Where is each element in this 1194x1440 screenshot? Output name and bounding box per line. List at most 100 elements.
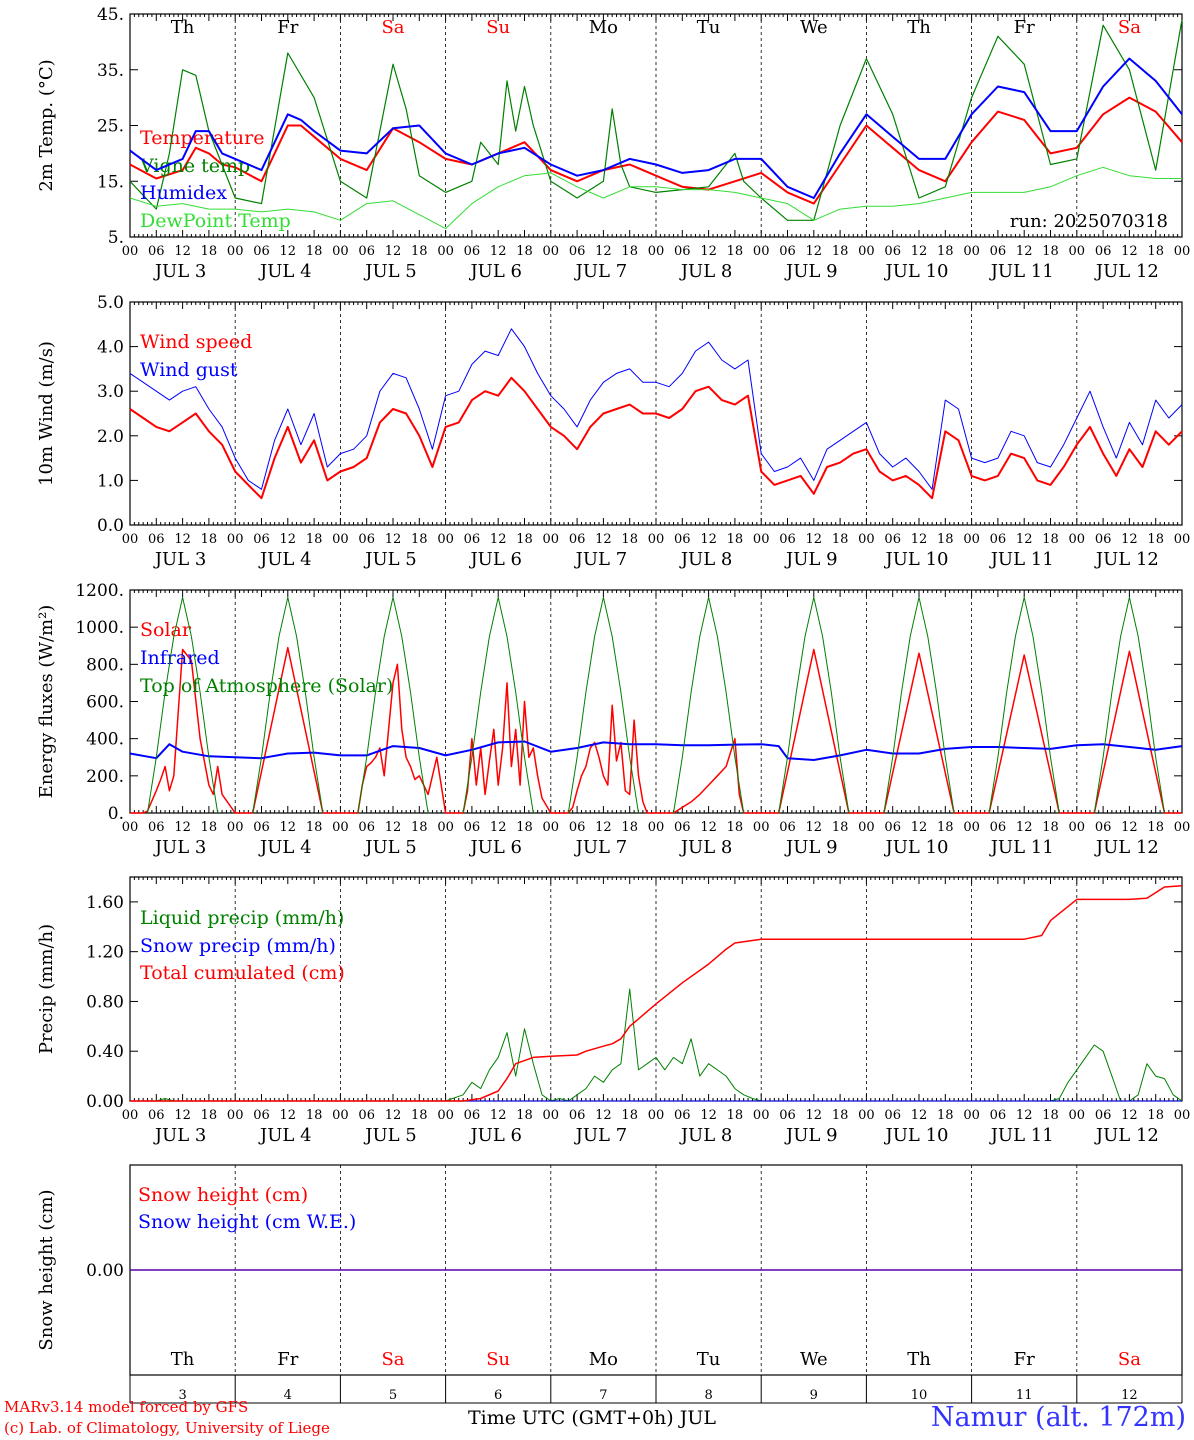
hour-tick-label: 12 <box>490 244 507 259</box>
hour-tick-label: 12 <box>385 820 402 835</box>
hour-tick-label: 00 <box>1174 820 1191 835</box>
hour-tick-label: 00 <box>1069 1108 1086 1123</box>
weekday-label: Fr <box>1014 17 1035 38</box>
legend-entry: Top of Atmosphere (Solar) <box>140 675 393 697</box>
hour-tick-label: 12 <box>174 820 191 835</box>
y-tick-label: 800. <box>86 655 124 675</box>
hour-tick-label: 00 <box>858 244 875 259</box>
hour-tick-label: 18 <box>727 532 744 547</box>
hour-tick-label: 12 <box>280 820 297 835</box>
date-label: JUL 7 <box>574 261 628 282</box>
weekday-label: Mo <box>589 1349 618 1370</box>
hour-tick-label: 18 <box>201 244 218 259</box>
y-tick-label: 0.00 <box>86 1261 124 1281</box>
hour-tick-label: 18 <box>516 1108 533 1123</box>
day-number-label: 10 <box>911 1388 928 1403</box>
date-label: JUL 4 <box>258 1125 312 1146</box>
hour-tick-label: 06 <box>990 820 1007 835</box>
series-line <box>130 884 1183 1102</box>
date-label: JUL 9 <box>784 837 838 858</box>
y-axis-label: Energy fluxes (W/m²) <box>36 605 57 799</box>
hour-tick-label: 12 <box>1016 1108 1033 1123</box>
date-label: JUL 5 <box>363 261 417 282</box>
hour-tick-label: 18 <box>1147 1108 1164 1123</box>
date-label: JUL 4 <box>258 837 312 858</box>
date-label: JUL 11 <box>989 261 1054 282</box>
legend-entry: Wind speed <box>140 331 252 353</box>
date-label: JUL 9 <box>784 261 838 282</box>
hour-tick-label: 00 <box>543 1108 560 1123</box>
hour-tick-label: 18 <box>621 244 638 259</box>
hour-tick-label: 12 <box>1016 820 1033 835</box>
hour-tick-label: 12 <box>911 1108 928 1123</box>
hour-tick-label: 12 <box>595 532 612 547</box>
hour-tick-label: 18 <box>1042 820 1059 835</box>
hour-tick-label: 12 <box>595 820 612 835</box>
series-line <box>129 328 1183 490</box>
hour-tick-label: 18 <box>832 532 849 547</box>
y-tick-label: 0.40 <box>86 1042 124 1062</box>
y-tick-label: 1.0 <box>97 471 124 491</box>
hour-tick-label: 06 <box>990 244 1007 259</box>
hour-tick-label: 18 <box>1147 820 1164 835</box>
hour-tick-label: 18 <box>306 1108 323 1123</box>
hour-tick-label: 06 <box>779 1108 796 1123</box>
hour-tick-label: 00 <box>648 1108 665 1123</box>
hour-tick-label: 06 <box>674 244 691 259</box>
legend-entry: Solar <box>140 619 192 641</box>
hour-tick-label: 06 <box>674 1108 691 1123</box>
date-label: JUL 7 <box>574 549 628 570</box>
date-label: JUL 6 <box>468 837 522 858</box>
weekday-label: Fr <box>1014 1349 1035 1370</box>
hour-tick-label: 06 <box>569 1108 586 1123</box>
weekday-label: We <box>800 17 828 38</box>
hour-tick-label: 12 <box>700 244 717 259</box>
hour-tick-label: 12 <box>806 532 823 547</box>
hour-tick-label: 12 <box>911 532 928 547</box>
hour-tick-label: 06 <box>779 244 796 259</box>
hour-tick-label: 06 <box>779 820 796 835</box>
weekday-label: Su <box>486 17 510 38</box>
weekday-label: Th <box>907 17 931 38</box>
hour-tick-label: 12 <box>1121 532 1138 547</box>
hour-tick-label: 00 <box>227 820 244 835</box>
hour-tick-label: 06 <box>674 532 691 547</box>
hour-tick-label: 06 <box>569 244 586 259</box>
hour-tick-label: 06 <box>148 1108 165 1123</box>
hour-tick-label: 18 <box>1042 244 1059 259</box>
weekday-label: Sa <box>381 1349 404 1370</box>
hour-tick-label: 12 <box>490 532 507 547</box>
date-label: JUL 11 <box>989 1125 1054 1146</box>
y-tick-label: 3.0 <box>97 382 124 402</box>
hour-tick-label: 18 <box>727 1108 744 1123</box>
hour-tick-label: 12 <box>280 1108 297 1123</box>
hour-tick-label: 18 <box>411 820 428 835</box>
weekday-label: Su <box>486 1349 510 1370</box>
hour-tick-label: 12 <box>1121 244 1138 259</box>
weekday-label: We <box>800 1349 828 1370</box>
date-label: JUL 12 <box>1094 1125 1159 1146</box>
hour-tick-label: 18 <box>832 1108 849 1123</box>
hour-tick-label: 18 <box>201 820 218 835</box>
y-axis-label: 10m Wind (m/s) <box>36 341 57 486</box>
hour-tick-label: 18 <box>937 244 954 259</box>
y-tick-label: 15. <box>97 172 124 192</box>
hour-tick-label: 12 <box>806 244 823 259</box>
series-line <box>130 988 1183 1102</box>
hour-tick-label: 00 <box>963 1108 980 1123</box>
hour-tick-label: 00 <box>227 1108 244 1123</box>
hour-tick-label: 18 <box>1042 532 1059 547</box>
date-label: JUL 8 <box>679 549 733 570</box>
date-label: JUL 12 <box>1094 549 1159 570</box>
hour-tick-label: 12 <box>1016 532 1033 547</box>
hour-tick-label: 00 <box>648 820 665 835</box>
hour-tick-label: 00 <box>753 244 770 259</box>
date-label: JUL 3 <box>153 837 207 858</box>
hour-tick-label: 06 <box>1095 1108 1112 1123</box>
hour-tick-label: 12 <box>700 820 717 835</box>
weekday-label: Mo <box>589 17 618 38</box>
hour-tick-label: 06 <box>1095 532 1112 547</box>
hour-tick-label: 12 <box>280 532 297 547</box>
date-label: JUL 10 <box>884 837 949 858</box>
